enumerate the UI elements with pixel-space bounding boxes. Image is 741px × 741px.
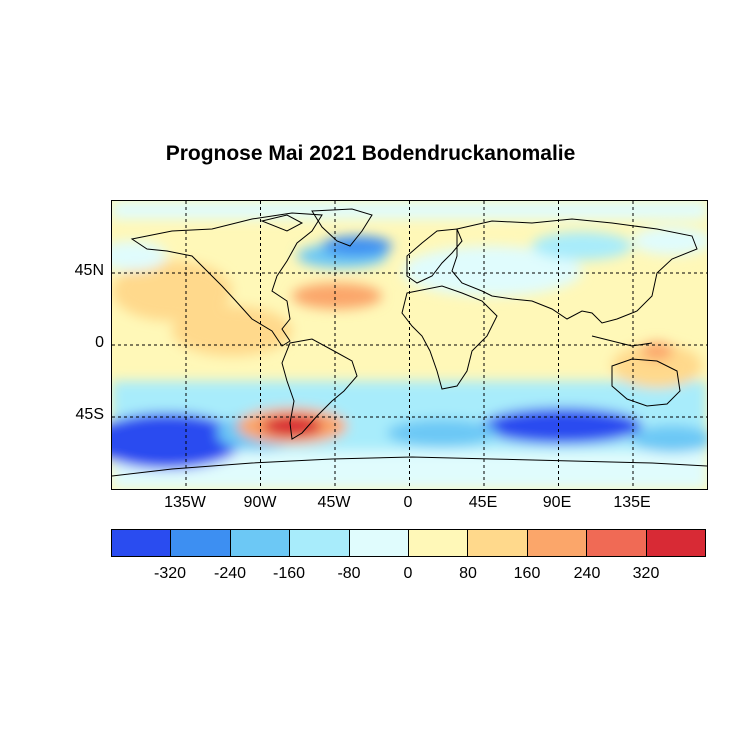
colorbar-segment bbox=[527, 530, 588, 556]
colorbar-segment bbox=[646, 530, 706, 556]
lon-label-45w: 45W bbox=[317, 494, 351, 511]
colorbar-label: 240 bbox=[573, 565, 601, 582]
colorbar bbox=[111, 529, 706, 557]
lat-label-0: 0 bbox=[95, 334, 104, 351]
colorbar-segment bbox=[587, 530, 647, 556]
lat-label-45s: 45S bbox=[75, 406, 104, 423]
colorbar-segment bbox=[468, 530, 528, 556]
colorbar-label: -80 bbox=[337, 565, 361, 582]
colorbar-segment bbox=[409, 530, 469, 556]
colorbar-label: 320 bbox=[632, 565, 660, 582]
colorbar-segment bbox=[230, 530, 291, 556]
colorbar-segment bbox=[349, 530, 410, 556]
colorbar-label: -320 bbox=[153, 565, 187, 582]
lon-label-45e: 45E bbox=[468, 494, 498, 511]
graticule bbox=[112, 201, 707, 489]
lon-label-135w: 135W bbox=[164, 494, 206, 511]
colorbar-label: -240 bbox=[213, 565, 247, 582]
lon-label-90w: 90W bbox=[243, 494, 277, 511]
colorbar-label: 80 bbox=[459, 565, 477, 582]
lon-label-90e: 90E bbox=[542, 494, 572, 511]
colorbar-label: 0 bbox=[403, 565, 413, 582]
colorbar-segment bbox=[290, 530, 350, 556]
map-title: Prognose Mai 2021 Bodendruckanomalie bbox=[165, 142, 576, 165]
colorbar-label: 160 bbox=[513, 565, 541, 582]
lon-label-0: 0 bbox=[403, 494, 413, 511]
anomaly-map bbox=[111, 200, 708, 490]
lon-label-135e: 135E bbox=[613, 494, 651, 511]
colorbar-segment bbox=[112, 530, 172, 556]
colorbar-label: -160 bbox=[272, 565, 306, 582]
colorbar-segment bbox=[171, 530, 231, 556]
lat-label-45n: 45N bbox=[74, 262, 104, 279]
map-canvas bbox=[112, 201, 707, 489]
